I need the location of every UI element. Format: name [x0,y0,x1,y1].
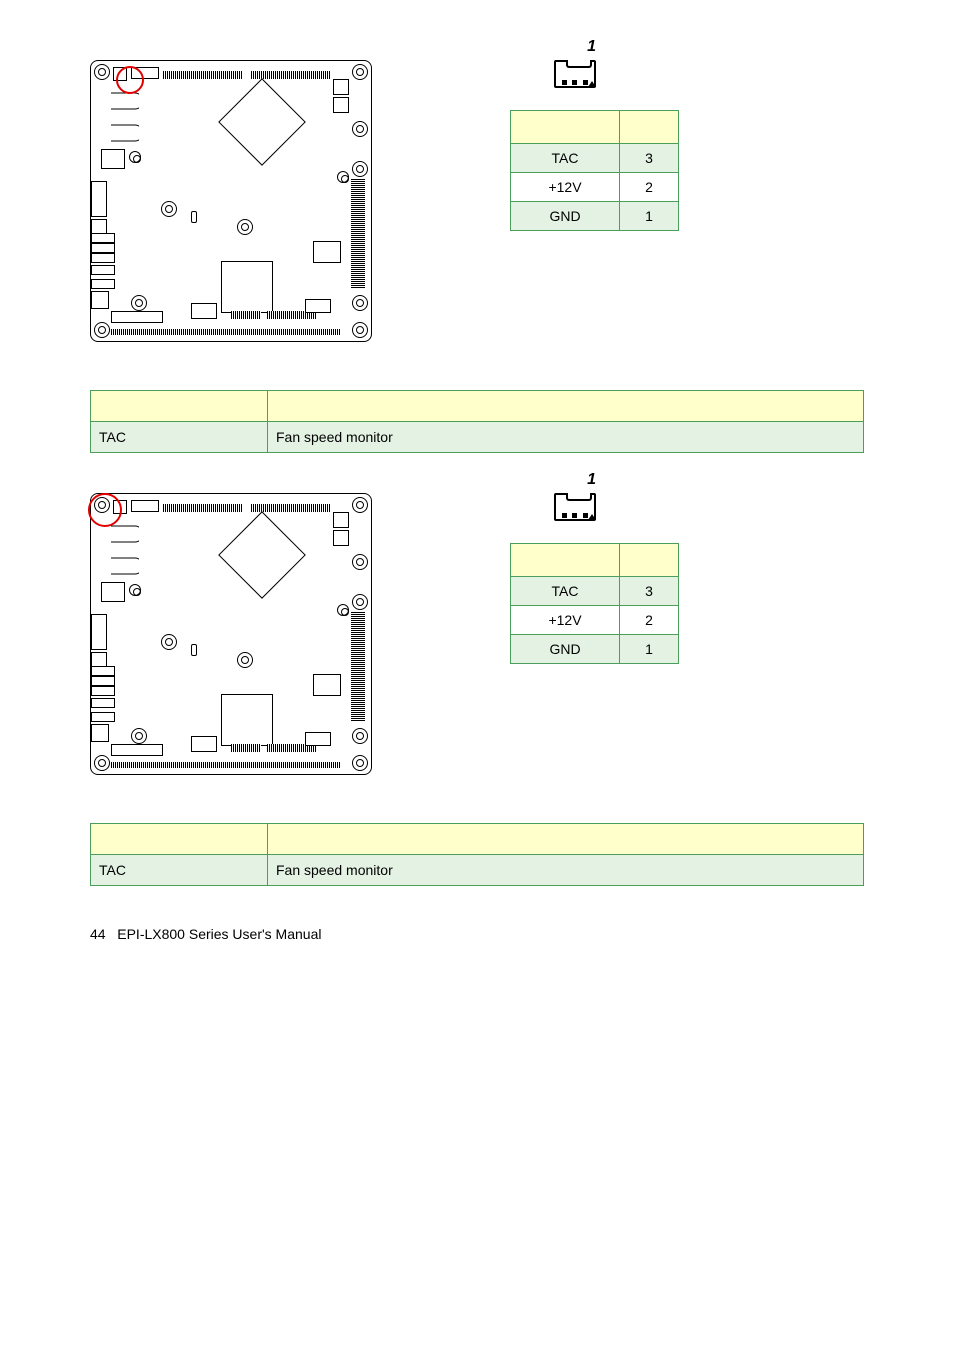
highlight-circle-1 [116,66,144,94]
table-row: GND1 [511,202,679,231]
section-1: 1 TAC3 +12V2 GND1 [90,60,864,340]
footer: 44 EPI-LX800 Series User's Manual [90,926,864,942]
pin-header-icon-1: 1 [554,60,596,88]
board-diagram-2 [90,493,370,773]
highlight-circle-2 [88,493,122,527]
board-outline [90,60,372,342]
pin-th-b2 [620,544,679,577]
table-row: +12V2 [511,173,679,202]
sig-th-a [91,391,268,422]
table-row: TAC3 [511,577,679,606]
pin-label-2: 1 [587,471,596,489]
table-row: +12V2 [511,606,679,635]
signal-desc-table-2: TACFan speed monitor [90,823,864,886]
pin-label-1: 1 [587,38,596,56]
section-2: 1 TAC3 +12V2 GND1 [90,493,864,773]
right-column-1: 1 TAC3 +12V2 GND1 [510,60,679,340]
pin-table-1: TAC3 +12V2 GND1 [510,110,679,231]
right-column-2: 1 TAC3 +12V2 GND1 [510,493,679,773]
sig-th-a2 [91,824,268,855]
board-outline-2 [90,493,372,775]
pin-th-a [511,111,620,144]
table-row: TACFan speed monitor [91,422,864,453]
pin-header-icon-2: 1 [554,493,596,521]
sig-th-b [268,391,864,422]
footer-text: EPI-LX800 Series User's Manual [117,926,321,942]
pin-th-b [620,111,679,144]
footer-page-number: 44 [90,926,106,942]
sig-th-b2 [268,824,864,855]
page: 1 TAC3 +12V2 GND1 TACFan speed monitor [0,0,954,982]
board-diagram-1 [90,60,370,340]
signal-desc-table-1: TACFan speed monitor [90,390,864,453]
table-row: TACFan speed monitor [91,855,864,886]
table-row: TAC3 [511,144,679,173]
pin-th-a2 [511,544,620,577]
pin-table-2: TAC3 +12V2 GND1 [510,543,679,664]
table-row: GND1 [511,635,679,664]
